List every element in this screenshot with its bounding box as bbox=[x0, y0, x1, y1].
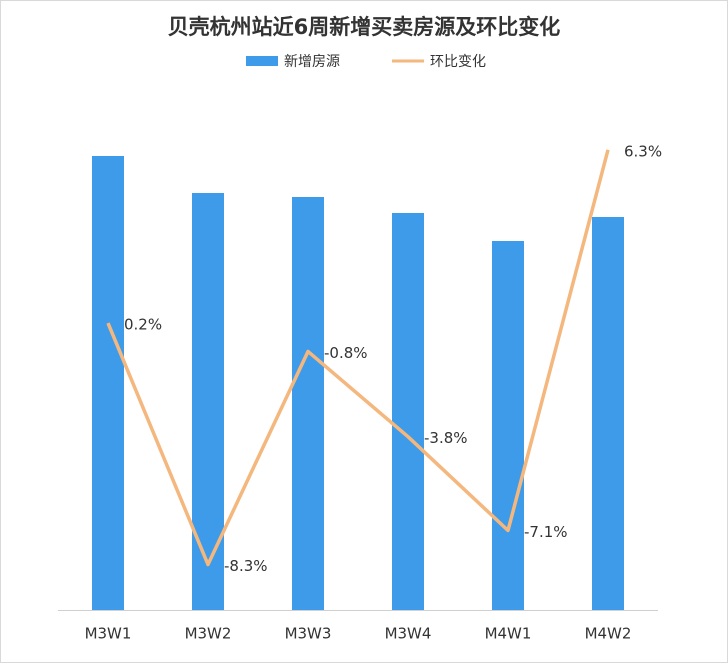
chart-title: 贝壳杭州站近6周新增买卖房源及环比变化 bbox=[168, 15, 561, 39]
bar bbox=[292, 197, 324, 610]
data-label: -8.3% bbox=[224, 557, 268, 575]
data-label: 6.3% bbox=[624, 142, 662, 160]
data-label: -3.8% bbox=[424, 429, 468, 447]
bar bbox=[192, 193, 224, 610]
data-label: -7.1% bbox=[524, 523, 568, 541]
legend-swatch bbox=[246, 56, 278, 66]
legend-label: 新增房源 bbox=[284, 54, 340, 70]
x-tick-label: M3W1 bbox=[85, 625, 132, 643]
x-tick-label: M3W2 bbox=[185, 625, 232, 643]
x-tick-label: M3W4 bbox=[385, 625, 432, 643]
data-label: -0.8% bbox=[324, 344, 368, 362]
line bbox=[106, 149, 610, 567]
x-tick-label: M3W3 bbox=[285, 625, 332, 643]
legend-label: 环比变化 bbox=[430, 54, 486, 70]
bar bbox=[592, 217, 624, 610]
data-label: 0.2% bbox=[124, 316, 162, 334]
bar bbox=[492, 241, 524, 610]
x-tick-label: M4W1 bbox=[485, 625, 532, 643]
bar bbox=[92, 156, 124, 610]
bar bbox=[392, 213, 424, 610]
x-tick-label: M4W2 bbox=[585, 625, 632, 643]
